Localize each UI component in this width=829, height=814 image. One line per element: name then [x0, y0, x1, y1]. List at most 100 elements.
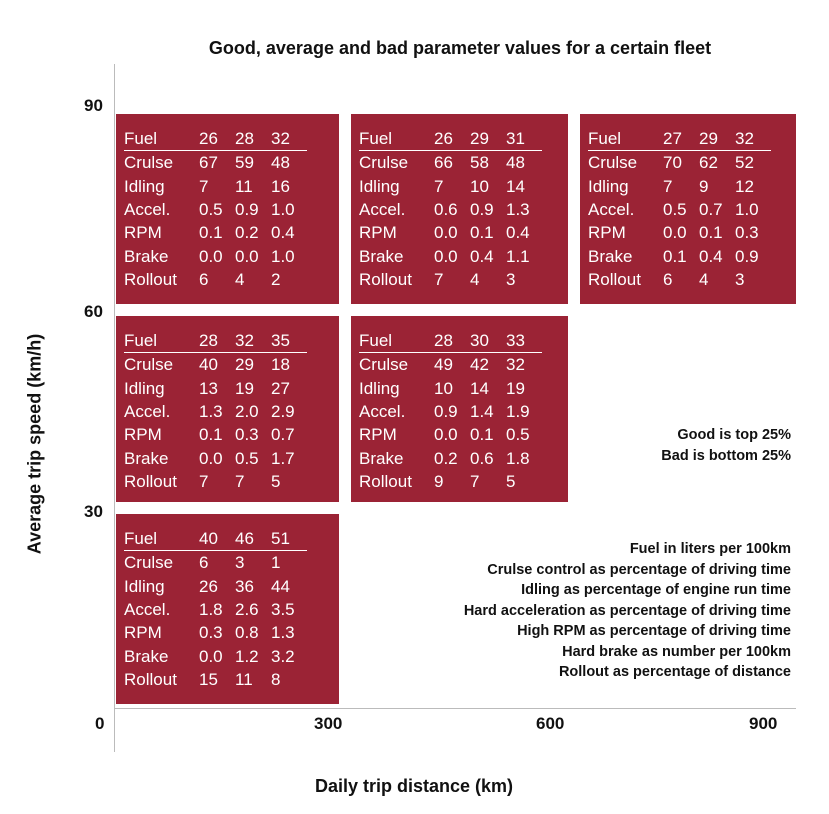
parameter-name: RPM	[124, 425, 162, 445]
parameter-name: Fuel	[359, 127, 434, 152]
parameter-row: Fuel 28 32 35	[124, 329, 307, 354]
parameter-value: 66	[434, 153, 453, 173]
parameter-value: 0.0	[235, 246, 259, 266]
parameter-value: 0.2	[235, 223, 259, 243]
x-tick-label: 300	[314, 714, 343, 733]
parameter-value: 3	[235, 553, 245, 573]
parameter-value: 0.1	[199, 223, 223, 243]
parameter-table: Fuel 40 46 51 Crulse 6 3 1 Idling 26 36 44 Accel. 1.8…	[124, 527, 307, 691]
parameter-cell: Fuel 28 30 33 Crulse 49 42 32 Idling 10 14 19 Accel.…	[351, 316, 568, 502]
parameter-value: 62	[699, 153, 718, 173]
parameter-name: Idling	[124, 176, 165, 196]
parameter-value: 0.0	[434, 246, 458, 266]
parameter-value: 9	[434, 471, 444, 491]
parameter-name: Brake	[359, 448, 404, 468]
parameter-value: 11	[235, 176, 253, 196]
parameter-value: 7	[663, 176, 673, 196]
parameter-name: Accel.	[359, 200, 406, 220]
parameter-value: 13	[199, 378, 218, 398]
y-tick-label: 90	[84, 96, 103, 115]
parameter-value: 0.4	[699, 246, 723, 266]
parameter-value: 10	[434, 378, 453, 398]
chart-title: Good, average and bad parameter values f…	[208, 38, 712, 58]
parameter-value: 8	[271, 669, 281, 689]
parameter-value: 0.6	[434, 200, 458, 220]
parameter-value: 0.6	[470, 448, 494, 468]
parameter-value: 0.4	[506, 223, 530, 243]
legend-line: High RPM as percentage of driving time	[517, 623, 791, 639]
parameter-row: Brake 0.1 0.4 0.9	[588, 244, 771, 267]
parameter-name: RPM	[359, 425, 397, 445]
parameter-row: Rollout 9 7 5	[359, 470, 542, 493]
parameter-name: Idling	[359, 176, 400, 196]
parameter-value: 0.4	[470, 246, 494, 266]
parameter-value: 0.5	[235, 448, 259, 468]
parameter-value: 32	[235, 329, 271, 354]
parameter-value: 29	[699, 127, 735, 152]
parameter-value: 5	[271, 471, 281, 491]
parameter-row: Idling 13 19 27	[124, 377, 307, 400]
parameter-value: 33	[506, 329, 542, 354]
parameter-row: Fuel 27 29 32	[588, 127, 771, 152]
parameter-value: 28	[235, 127, 271, 152]
y-tick-label: 30	[84, 502, 103, 521]
parameter-name: Fuel	[588, 127, 663, 152]
parameter-row: Brake 0.0 1.2 3.2	[124, 644, 307, 667]
parameter-value: 44	[271, 576, 290, 596]
parameter-row: Idling 26 36 44	[124, 575, 307, 598]
parameter-value: 40	[199, 355, 218, 375]
parameter-row: Rollout 15 11 8	[124, 668, 307, 691]
parameter-value: 7	[470, 471, 480, 491]
parameter-table: Fuel 26 28 32 Crulse 67 59 48 Idling 7 11 16 Accel. 0…	[124, 127, 307, 291]
parameter-name: Rollout	[359, 471, 412, 491]
parameter-value: 2	[271, 269, 281, 289]
parameter-row: Idling 7 10 14	[359, 175, 542, 198]
parameter-value: 6	[199, 269, 209, 289]
parameter-value: 0.1	[470, 425, 494, 445]
parameter-value: 1.7	[271, 448, 295, 468]
parameter-row: RPM 0.0 0.1 0.5	[359, 423, 542, 446]
parameter-value: 0.0	[199, 448, 223, 468]
parameter-value: 3.2	[271, 646, 295, 666]
parameter-value: 29	[235, 355, 254, 375]
parameter-value: 27	[663, 127, 699, 152]
parameter-value: 18	[271, 355, 290, 375]
legend-line: Hard acceleration as percentage of drivi…	[463, 602, 791, 619]
parameter-value: 27	[271, 378, 290, 398]
parameter-row: Crulse 66 58 48	[359, 151, 542, 175]
parameter-value: 7	[434, 269, 444, 289]
parameter-value: 51	[271, 527, 307, 552]
parameter-name: Crulse	[124, 553, 174, 573]
parameter-value: 52	[735, 153, 754, 173]
parameter-value: 0.0	[434, 425, 458, 445]
parameter-name: Fuel	[359, 329, 434, 354]
parameter-name: Fuel	[124, 329, 199, 354]
parameter-value: 1.8	[199, 600, 223, 620]
parameter-value: 40	[199, 527, 235, 552]
parameter-value: 1.4	[470, 402, 494, 422]
parameter-value: 0.1	[470, 223, 494, 243]
legend-line: Idling as percentage of engine run time	[521, 582, 791, 598]
parameter-value: 1.2	[235, 646, 259, 666]
x-tick-label: 900	[749, 714, 778, 733]
parameter-name: Brake	[588, 246, 633, 266]
parameter-value: 0.1	[199, 425, 223, 445]
parameter-value: 36	[235, 576, 254, 596]
parameter-row: Brake 0.2 0.6 1.8	[359, 446, 542, 469]
parameter-value: 1.1	[506, 246, 530, 266]
x-axis-line	[114, 708, 796, 709]
parameter-value: 1	[271, 553, 281, 573]
parameter-name: Crulse	[588, 153, 638, 173]
parameter-name: Accel.	[124, 200, 171, 220]
parameter-value: 48	[506, 153, 525, 173]
parameter-name: Rollout	[124, 471, 177, 491]
parameter-value: 0.2	[434, 448, 458, 468]
parameter-row: Fuel 26 29 31	[359, 127, 542, 152]
parameter-value: 0.3	[235, 425, 259, 445]
parameter-value: 7	[434, 176, 444, 196]
parameter-value: 32	[271, 127, 307, 152]
parameter-row: Accel. 0.6 0.9 1.3	[359, 198, 542, 221]
parameter-row: Brake 0.0 0.4 1.1	[359, 244, 542, 267]
parameter-value: 1.9	[506, 402, 530, 422]
parameter-cell: Fuel 28 32 35 Crulse 40 29 18 Idling 13 19 27 Accel.…	[116, 316, 339, 502]
